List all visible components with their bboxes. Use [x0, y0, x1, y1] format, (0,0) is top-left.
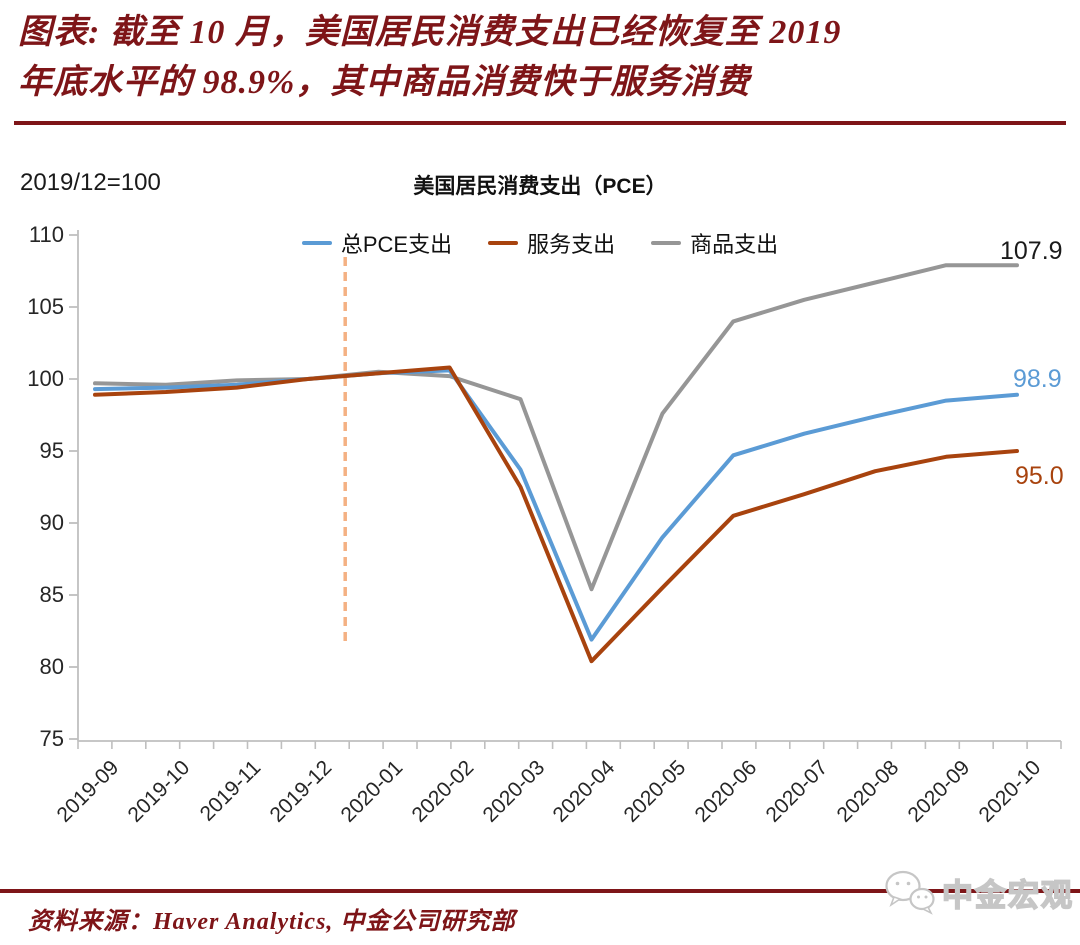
y-axis-label: 95: [39, 438, 64, 463]
y-axis-label: 75: [39, 726, 64, 751]
y-axis-label: 100: [27, 366, 64, 391]
title-divider: [14, 121, 1066, 125]
index-base-note: 2019/12=100: [20, 169, 161, 196]
legend-item-商品支出: 商品支出: [651, 227, 778, 259]
legend-dash-icon: [488, 241, 519, 245]
figure-title-line1: 图表: 截至 10 月，美国居民消费支出已经恢复至 2019: [18, 14, 842, 51]
legend-label: 服务支出: [527, 232, 616, 257]
end-label-商品支出: 107.9: [1000, 237, 1063, 265]
series-line-服务支出: [93, 365, 1019, 664]
figure-title: 图表: 截至 10 月，美国居民消费支出已经恢复至 2019 年底水平的 98.…: [18, 8, 1066, 108]
series-line-总PCE支出: [93, 368, 1019, 642]
y-axis-label: 110: [28, 222, 64, 247]
legend: 总PCE支出 服务支出 商品支出: [0, 227, 1080, 259]
legend-label: 商品支出: [690, 232, 779, 257]
legend-label: 总PCE支出: [340, 232, 453, 257]
y-axis-label: 105: [27, 294, 64, 319]
source-note: 资料来源：Haver Analytics, 中金公司研究部: [28, 909, 516, 935]
legend-dash-icon: [301, 241, 332, 245]
watermark: 中金宏观: [884, 869, 1074, 915]
y-axis-label: 85: [39, 582, 64, 607]
y-axis-label: 90: [39, 510, 64, 535]
y-axis-label: 80: [39, 654, 64, 679]
series-line-商品支出: [93, 263, 1019, 592]
chart-title: 美国居民消费支出（PCE）: [413, 175, 667, 198]
legend-item-服务支出: 服务支出: [488, 227, 615, 259]
watermark-text: 中金宏观: [941, 877, 1074, 914]
legend-item-总PCE支出: 总PCE支出: [301, 227, 453, 259]
footer-divider: [0, 889, 1080, 893]
figure-title-line2: 年底水平的 98.9%，其中商品消费快于服务消费: [18, 64, 751, 101]
wechat-icon: [885, 870, 935, 915]
end-label-服务支出: 95.0: [1015, 462, 1064, 490]
legend-dash-icon: [651, 241, 682, 245]
end-label-总PCE支出: 98.9: [1013, 365, 1062, 393]
